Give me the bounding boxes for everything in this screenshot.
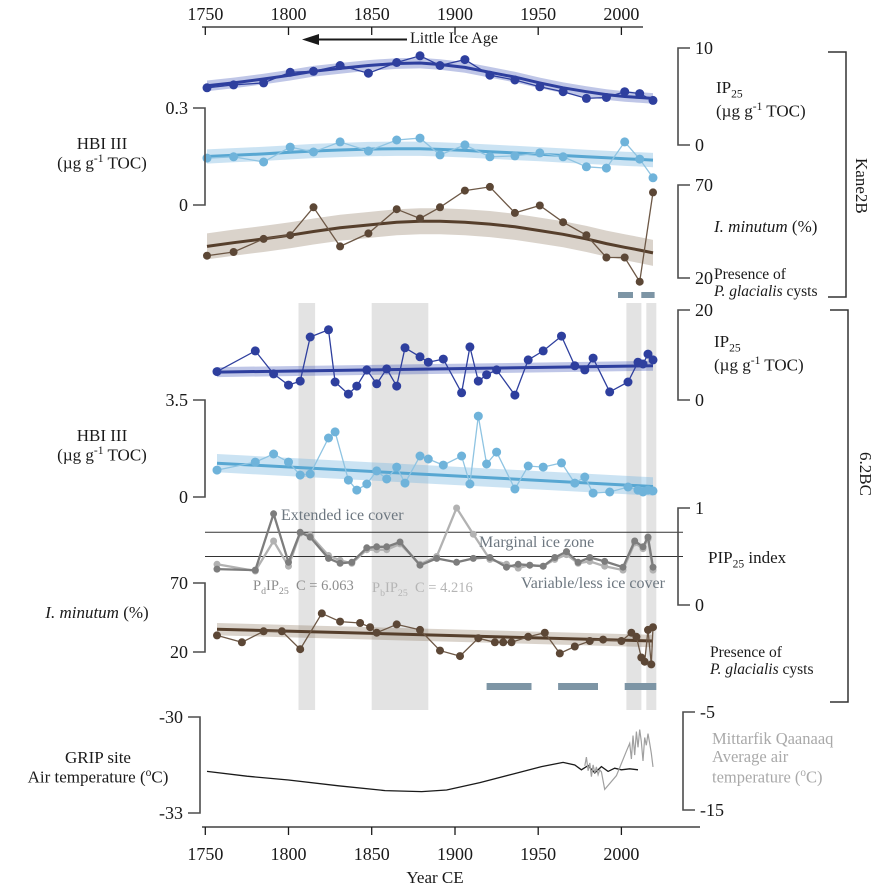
svg-text:1850: 1850: [354, 844, 390, 864]
little-ice-age-label: Little Ice Age: [410, 30, 498, 47]
svg-text:-15: -15: [700, 800, 724, 820]
svg-text:0: 0: [695, 595, 704, 615]
axis-kane2b-ip25: 10 0: [677, 38, 713, 155]
zone-variable-ice-cover: Variable/less ice cover: [521, 575, 665, 592]
bc62-ip25-axis-title: IP25 (µg g-1 TOC): [714, 332, 804, 375]
highlight-bands: [298, 303, 657, 710]
svg-text:0: 0: [695, 390, 704, 410]
series-kane2b-iminutum: [203, 182, 657, 286]
little-ice-age-arrow: [302, 34, 407, 45]
svg-text:1950: 1950: [520, 844, 556, 864]
bc62-presence-label: Presence of P. glacialis cysts: [710, 644, 814, 679]
svg-text:1900: 1900: [437, 844, 473, 864]
svg-text:0.3: 0.3: [166, 98, 189, 118]
svg-text:-33: -33: [159, 803, 183, 823]
svg-text:1800: 1800: [271, 844, 307, 864]
kane2b-ip25-axis-title: IP25 (µg g-1 TOC): [716, 78, 806, 121]
svg-text:70: 70: [695, 175, 713, 195]
svg-text:0: 0: [179, 487, 188, 507]
mittarfik-axis-title: Mittarfik Qaanaaq Average air temperatur…: [712, 729, 834, 787]
kane2b-iminutum-axis-title: I. minutum (%): [714, 217, 818, 236]
series-grip-temperature: [206, 761, 639, 793]
svg-text:2000: 2000: [603, 844, 639, 864]
bc62-iminutum-axis-title: I. minutum (%): [45, 603, 149, 622]
svg-text:1: 1: [695, 498, 704, 518]
axis-mittarfik: -5 -15: [682, 702, 724, 820]
svg-text:1750: 1750: [187, 4, 223, 24]
pdip25-legend: PdIP25 C = 6.063: [253, 578, 354, 597]
kane2b-hbi3-axis-title: HBI III (µg g-1 TOC): [57, 134, 147, 173]
svg-text:20: 20: [170, 642, 188, 662]
bracket-bc62: [830, 309, 849, 703]
bottom-year-axis: 1750 1800 1850 1900 1950 2000: [187, 826, 700, 864]
axis-bc62-hbi3: 3.50: [166, 390, 206, 507]
svg-text:1950: 1950: [520, 4, 556, 24]
svg-text:-5: -5: [700, 702, 715, 722]
bracket-kane2b: [828, 51, 847, 298]
svg-text:1750: 1750: [187, 844, 223, 864]
svg-text:20: 20: [695, 300, 713, 320]
grip-axis-title: GRIP site Air temperature (oC): [27, 748, 169, 787]
axis-kane2b-hbi3: 0.30: [166, 98, 206, 215]
zone-marginal-ice-zone: Marginal ice zone: [479, 534, 595, 551]
kane2b-presence-label: Presence of P. glacialis cysts: [714, 266, 818, 301]
svg-text:0: 0: [695, 135, 704, 155]
series-kane2b-hbi3: [202, 133, 658, 183]
svg-text:3.5: 3.5: [166, 390, 189, 410]
pbip25-legend: PbIP25 C = 4.216: [372, 580, 473, 599]
svg-text:1850: 1850: [354, 4, 390, 24]
x-axis-title: Year CE: [406, 868, 464, 887]
series-mittarfik-temperature: [584, 729, 654, 791]
top-year-axis: 1750 1800 1850 1900 1950 2000: [187, 4, 643, 35]
axis-bc62-iminutum: 70 20: [170, 573, 206, 662]
axis-kane2b-iminutum: 70 20: [677, 175, 713, 288]
series-bc62-hbi3: [212, 411, 658, 498]
svg-text:-30: -30: [159, 707, 183, 727]
svg-text:2000: 2000: [603, 4, 639, 24]
series-pdip25: [213, 509, 657, 574]
series-bc62-iminutum: [213, 609, 657, 669]
svg-text:20: 20: [695, 268, 713, 288]
presence-bars: [486, 292, 657, 690]
pip25-thresholds: [205, 531, 683, 557]
svg-text:1900: 1900: [437, 4, 473, 24]
axis-grip: -30 -33: [159, 707, 201, 823]
svg-text:70: 70: [170, 573, 188, 593]
pip25-axis-title: PIP25 index: [708, 548, 787, 571]
site-label-kane2b: Kane2B: [852, 158, 872, 214]
axis-pip25: 10: [677, 498, 704, 615]
svg-text:10: 10: [695, 38, 713, 58]
zone-extended-ice-cover: Extended ice cover: [281, 507, 404, 524]
axis-bc62-ip25: 20 0: [677, 300, 713, 410]
bc62-hbi3-axis-title: HBI III (µg g-1 TOC): [57, 426, 147, 465]
series-kane2b-ip25: [202, 51, 658, 105]
svg-text:0: 0: [179, 195, 188, 215]
site-label-bc62: 6.2BC: [856, 452, 876, 496]
series-bc62-ip25: [212, 325, 658, 400]
svg-text:1800: 1800: [271, 4, 307, 24]
